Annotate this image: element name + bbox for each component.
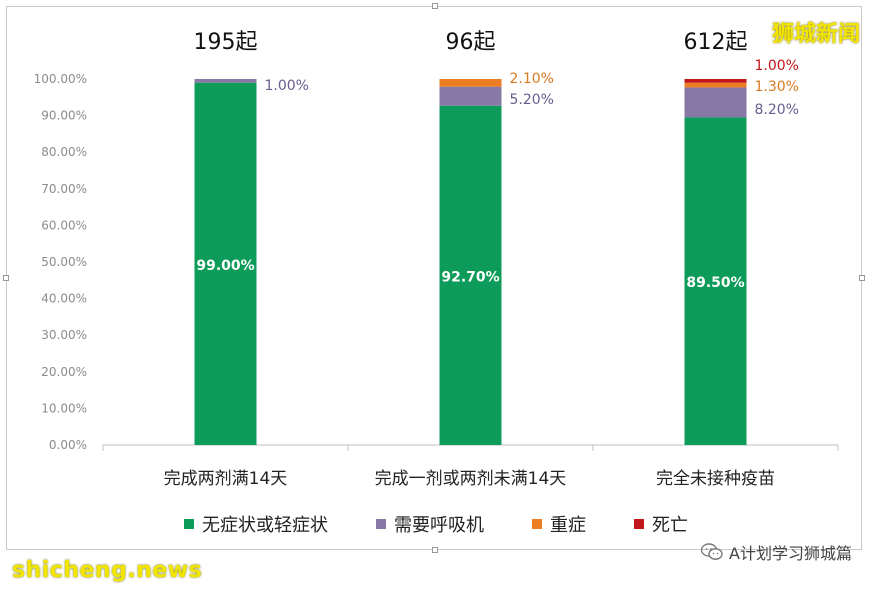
legend-swatch (376, 519, 386, 529)
resize-handle-right[interactable] (859, 275, 865, 281)
bar-segment (684, 82, 747, 88)
data-label: 99.00% (196, 258, 254, 274)
y-tick-label: 100.00% (34, 72, 87, 86)
group-label: 96起 (446, 30, 496, 55)
data-label: 1.00% (265, 78, 309, 94)
chart-legend: 无症状或轻症状 需要呼吸机 重症 死亡 (0, 511, 872, 537)
legend-entry: 重症 (532, 511, 586, 537)
y-tick-label: 60.00% (41, 218, 87, 232)
y-tick-label: 70.00% (41, 182, 87, 196)
data-label: 2.10% (510, 71, 554, 87)
data-label: 5.20% (510, 92, 554, 108)
wechat-icon (700, 543, 723, 561)
legend-entry: 死亡 (634, 511, 688, 537)
bar-segment (439, 79, 502, 87)
data-label: 1.00% (755, 58, 799, 74)
x-tick-label: 完成一剂或两剂未满14天 (375, 469, 567, 489)
bar-segment (439, 86, 502, 106)
legend-swatch (532, 519, 542, 529)
data-label: 92.70% (441, 269, 499, 285)
x-tick-label: 完成两剂满14天 (164, 469, 288, 489)
data-label: 1.30% (755, 79, 799, 95)
x-tick-label: 完全未接种疫苗 (656, 469, 775, 489)
bar-segment (684, 79, 747, 83)
resize-handle-top[interactable] (432, 3, 438, 9)
legend-label: 重症 (550, 515, 586, 536)
wechat-account-name: A计划学习狮城篇 (729, 544, 852, 563)
site-watermark: shicheng.news (12, 558, 203, 583)
y-tick-label: 10.00% (41, 401, 87, 415)
legend-swatch (184, 519, 194, 529)
y-tick-label: 50.00% (41, 255, 87, 269)
y-tick-label: 20.00% (41, 365, 87, 379)
y-tick-label: 30.00% (41, 328, 87, 342)
legend-label: 无症状或轻症状 (202, 515, 328, 536)
brand-watermark: 狮城新闻 (771, 22, 860, 47)
bar-segment (684, 117, 747, 446)
legend-label: 死亡 (652, 515, 688, 536)
y-tick-label: 80.00% (41, 145, 87, 159)
bar-segment (684, 87, 747, 118)
data-label: 89.50% (686, 275, 744, 291)
resize-handle-bottom[interactable] (432, 547, 438, 553)
legend-swatch (634, 519, 644, 529)
y-tick-label: 90.00% (41, 109, 87, 123)
bar-segment (194, 79, 257, 83)
group-label: 612起 (684, 30, 748, 55)
wechat-watermark: A计划学习狮城篇 (700, 540, 852, 564)
bar-segment (439, 105, 502, 445)
legend-entry: 无症状或轻症状 (184, 511, 328, 537)
legend-label: 需要呼吸机 (394, 515, 484, 536)
resize-handle-left[interactable] (3, 275, 9, 281)
y-tick-label: 40.00% (41, 292, 87, 306)
bar-segment (194, 82, 257, 445)
group-label: 195起 (194, 30, 258, 55)
y-tick-label: 0.00% (49, 438, 87, 452)
legend-entry: 需要呼吸机 (376, 511, 484, 537)
data-label: 8.20% (755, 102, 799, 118)
